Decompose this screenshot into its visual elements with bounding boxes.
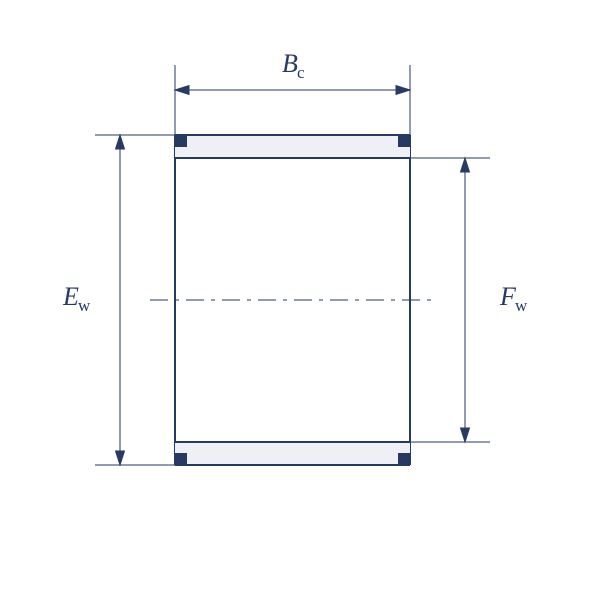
dimension-arrowhead <box>396 86 410 95</box>
cage-corner-block <box>398 135 410 147</box>
svg-text:c: c <box>297 63 305 82</box>
cage-corner-block <box>175 135 187 147</box>
dimension-label: Ew <box>62 282 91 315</box>
top-roller-band <box>175 135 410 158</box>
dimension-arrowhead <box>116 135 125 149</box>
cage-corner-block <box>175 453 187 465</box>
dimension-arrowhead <box>461 158 470 172</box>
svg-text:E: E <box>62 282 79 311</box>
dimension-label: Fw <box>499 282 528 315</box>
dimension-label: Bc <box>282 49 305 82</box>
svg-text:B: B <box>282 49 298 78</box>
bearing-cross-section-diagram: BcEwFw <box>0 0 600 600</box>
dimension-arrowhead <box>175 86 189 95</box>
svg-text:w: w <box>515 296 528 315</box>
svg-text:w: w <box>78 296 91 315</box>
dimension-arrowhead <box>116 451 125 465</box>
cage-corner-block <box>398 453 410 465</box>
bottom-roller-band <box>175 442 410 465</box>
dimension-arrowhead <box>461 428 470 442</box>
